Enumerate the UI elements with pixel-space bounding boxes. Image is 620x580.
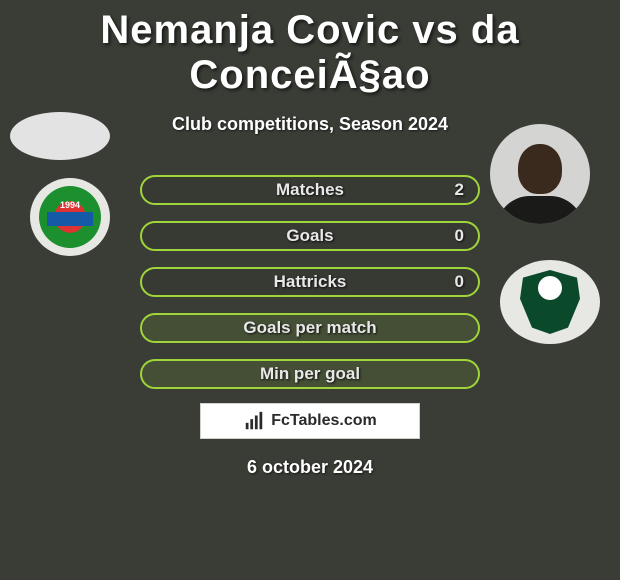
- stat-row-hattricks: Hattricks 0: [140, 267, 480, 297]
- watermark-text: FcTables.com: [271, 412, 377, 430]
- stat-row-goals: Goals 0: [140, 221, 480, 251]
- club-right-crest: [500, 260, 600, 344]
- watermark: FcTables.com: [200, 403, 420, 439]
- stat-label: Min per goal: [260, 364, 360, 384]
- stat-row-goals-per-match: Goals per match: [140, 313, 480, 343]
- stat-label: Goals: [286, 226, 333, 246]
- stat-value: 2: [455, 180, 464, 200]
- bar-chart-icon: [243, 410, 265, 432]
- stat-label: Hattricks: [274, 272, 347, 292]
- stat-row-min-per-goal: Min per goal: [140, 359, 480, 389]
- player-left-avatar: [10, 112, 110, 160]
- club-left-year: 1994: [39, 200, 101, 210]
- date-label: 6 october 2024: [0, 457, 620, 478]
- stat-label: Matches: [276, 180, 344, 200]
- stat-value: 0: [455, 272, 464, 292]
- page-title: Nemanja Covic vs da ConceiÃ§ao: [0, 0, 620, 98]
- club-left-crest: 1994: [30, 178, 110, 256]
- stat-value: 0: [455, 226, 464, 246]
- stat-row-matches: Matches 2: [140, 175, 480, 205]
- player-right-avatar: [490, 124, 590, 224]
- stat-label: Goals per match: [243, 318, 376, 338]
